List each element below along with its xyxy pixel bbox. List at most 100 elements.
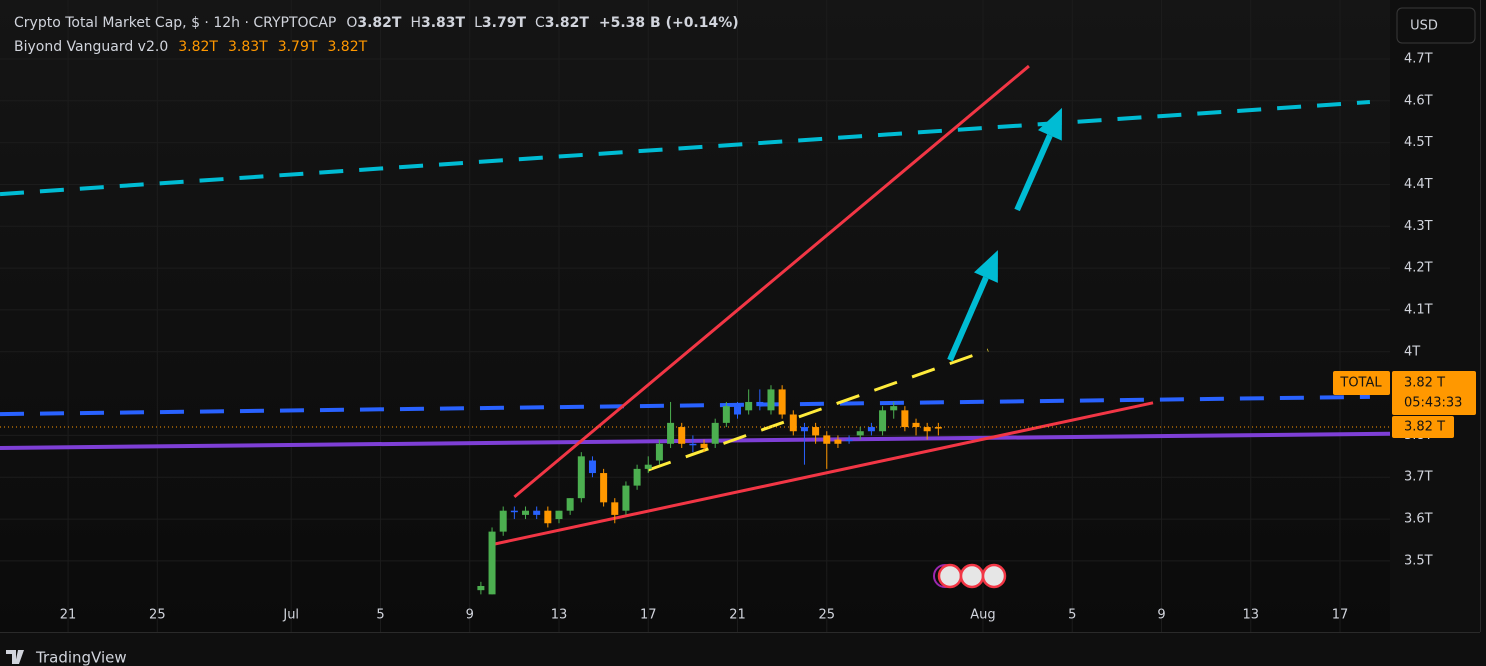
candle-body bbox=[667, 422, 675, 444]
chart-title: Crypto Total Market Cap, $ · 12h · CRYPT… bbox=[14, 15, 739, 31]
y-tick-label: 3.5T bbox=[1404, 553, 1433, 568]
candle-body bbox=[700, 443, 708, 448]
price-tag bbox=[1392, 371, 1476, 415]
candle-body bbox=[711, 422, 719, 444]
event-icon bbox=[959, 563, 985, 589]
x-tick-label: Jul bbox=[282, 608, 299, 623]
indicator-price-label: 3.82 T bbox=[1404, 420, 1445, 435]
y-tick-label: 4.5T bbox=[1404, 135, 1433, 150]
trend-line bbox=[513, 64, 1030, 499]
x-tick-label: 21 bbox=[729, 608, 746, 623]
symbol-tag bbox=[1333, 371, 1390, 395]
y-tick-label: 4.1T bbox=[1404, 302, 1433, 317]
axes: 3.5T3.6T3.7T3.8T4T4.1T4.2T4.3T4.4T4.5T4.… bbox=[60, 51, 1476, 623]
candle-body bbox=[823, 435, 831, 444]
trend-line bbox=[0, 431, 1391, 450]
x-tick-label: 9 bbox=[466, 608, 474, 623]
candle-body bbox=[499, 510, 507, 532]
candle-body bbox=[644, 464, 652, 469]
candle-body bbox=[767, 389, 775, 411]
candle-body bbox=[789, 414, 797, 432]
grid bbox=[0, 0, 1390, 632]
last-price-label: 3.82 T bbox=[1404, 376, 1445, 391]
trend-line bbox=[647, 348, 989, 472]
candle-body bbox=[834, 439, 842, 444]
x-tick-label: 17 bbox=[640, 608, 657, 623]
x-tick-label: 13 bbox=[551, 608, 568, 623]
y-tick-label: 3.7T bbox=[1404, 470, 1433, 485]
candle-body bbox=[912, 422, 920, 428]
plot-background bbox=[0, 0, 1390, 632]
candle-body bbox=[934, 427, 942, 429]
candle-body bbox=[622, 485, 630, 511]
candle-body bbox=[756, 401, 764, 407]
x-tick-label: 17 bbox=[1332, 608, 1349, 623]
x-tick-label: 13 bbox=[1242, 608, 1259, 623]
price-change: +5.38 B (+0.14%) bbox=[599, 15, 739, 31]
candle-body bbox=[745, 401, 753, 411]
candle-body bbox=[555, 510, 563, 520]
candle-body bbox=[890, 406, 898, 411]
indicator-value: 3.83T bbox=[228, 39, 268, 55]
drawings bbox=[0, 64, 1391, 547]
candle-body bbox=[510, 510, 518, 513]
y-tick-label: 3.6T bbox=[1404, 512, 1433, 527]
event-icon bbox=[981, 563, 1007, 589]
candle-body bbox=[588, 460, 596, 474]
candle-body bbox=[611, 502, 619, 515]
brand: TradingView bbox=[35, 649, 127, 666]
y-tick-label: 4.6T bbox=[1404, 93, 1433, 108]
x-tick-label: 5 bbox=[1068, 608, 1076, 623]
candle-body bbox=[655, 443, 663, 461]
y-tick-label: 4.4T bbox=[1404, 177, 1433, 192]
candle-body bbox=[845, 439, 853, 442]
candle-body bbox=[600, 473, 608, 503]
candle-body bbox=[778, 389, 786, 415]
ohlc-label: L bbox=[474, 15, 482, 31]
x-tick-label: 25 bbox=[818, 608, 835, 623]
candle-body bbox=[923, 427, 931, 432]
candle-body bbox=[901, 410, 909, 428]
y-tick-label: 4.7T bbox=[1404, 51, 1433, 66]
trend-line bbox=[0, 100, 1371, 197]
candle-body bbox=[566, 498, 574, 511]
candle-body bbox=[734, 406, 742, 415]
candle-body bbox=[867, 427, 875, 432]
candle-body bbox=[544, 510, 552, 524]
arrow-shaft bbox=[947, 276, 989, 362]
x-tick-label: 9 bbox=[1157, 608, 1165, 623]
y-tick-label: 4T bbox=[1404, 344, 1420, 359]
candle-body bbox=[678, 427, 686, 444]
candle-body bbox=[812, 427, 820, 436]
ohlc-label: H bbox=[410, 15, 421, 31]
ohlc-value: 3.82T bbox=[545, 15, 590, 31]
candle-body bbox=[477, 585, 485, 591]
ohlc-label: C bbox=[535, 15, 545, 31]
y-tick-label: 4.3T bbox=[1404, 219, 1433, 234]
candle-body bbox=[488, 531, 496, 595]
arrow-head bbox=[1037, 107, 1062, 141]
currency-button[interactable] bbox=[1396, 7, 1476, 44]
symbol-label: TOTAL bbox=[1339, 376, 1382, 391]
candle-body bbox=[722, 406, 730, 423]
candle-body bbox=[879, 410, 887, 432]
currency[interactable]: USD bbox=[1410, 19, 1438, 34]
trend-line bbox=[489, 401, 1154, 547]
indicator-price-tag bbox=[1392, 416, 1454, 439]
x-tick-label: 21 bbox=[60, 608, 77, 623]
countdown: 05:43:33 bbox=[1404, 396, 1462, 411]
x-tick-label: 5 bbox=[376, 608, 384, 623]
candle-body bbox=[633, 468, 641, 486]
arrow-head bbox=[974, 250, 998, 283]
event-icon bbox=[937, 563, 963, 589]
candle-body bbox=[533, 510, 541, 515]
candle-body bbox=[800, 427, 808, 432]
ohlc-value: 3.79T bbox=[482, 15, 527, 31]
candle-body bbox=[522, 510, 530, 515]
candle-body bbox=[689, 443, 697, 446]
trend-line bbox=[0, 394, 1370, 417]
indicator-value: 3.82T bbox=[327, 39, 367, 55]
price-axis-panel bbox=[1390, 0, 1486, 632]
